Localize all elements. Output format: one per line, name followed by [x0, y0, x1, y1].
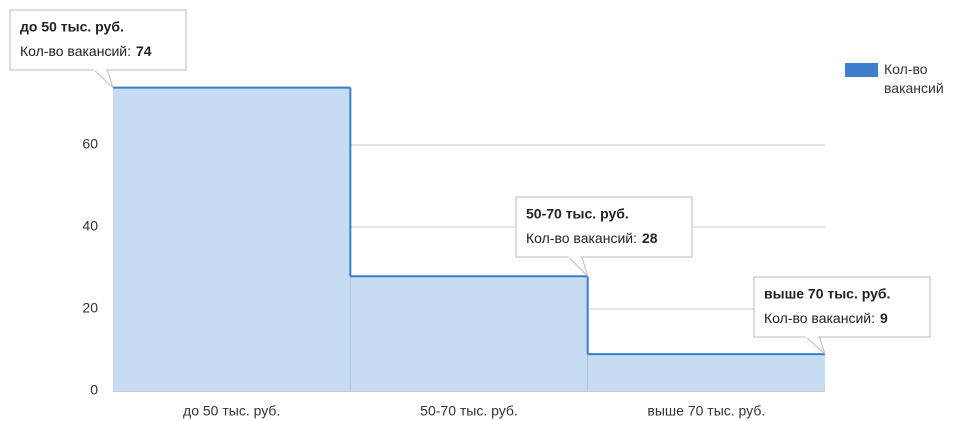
legend-label: Кол-во вакансий: [884, 61, 944, 96]
step-area: [587, 354, 825, 391]
tooltip: 50-70 тыс. руб. Кол-во вакансий: 28: [515, 196, 693, 277]
legend-swatch: [845, 63, 878, 77]
tooltip: до 50 тыс. руб. Кол-во вакансий: 74: [9, 9, 187, 90]
tooltip-label: Кол-во вакансий:: [764, 310, 875, 326]
tooltip-tail: [803, 335, 827, 356]
y-tick-label: 60: [82, 136, 98, 152]
tooltip-tail: [566, 255, 589, 277]
tooltip: выше 70 тыс. руб. Кол-во вакансий: 9: [753, 276, 931, 356]
tooltip-title: до 50 тыс. руб.: [20, 19, 124, 35]
tooltip-box: [9, 9, 187, 71]
tooltip-box: [753, 276, 931, 338]
x-tick-label: 50-70 тыс. руб.: [420, 403, 518, 419]
tooltip-line: Кол-во вакансий: 74: [20, 43, 152, 59]
tooltip-title: 50-70 тыс. руб.: [526, 206, 629, 222]
step-area: [113, 87, 351, 391]
y-tick-label: 0: [90, 382, 98, 398]
step-area: [350, 276, 588, 391]
y-tick-label: 40: [82, 218, 98, 234]
tooltip-box: [515, 196, 693, 258]
tooltip-label: Кол-во вакансий:: [20, 43, 131, 59]
tooltip-line: Кол-во вакансий: 9: [764, 310, 888, 326]
x-tick-label: до 50 тыс. руб.: [183, 403, 280, 419]
x-tick-label: выше 70 тыс. руб.: [647, 403, 765, 419]
tooltip-value: 74: [136, 43, 152, 59]
tooltip-value: 9: [880, 310, 888, 326]
tooltip-line: Кол-во вакансий: 28: [526, 230, 658, 246]
tooltip-title: выше 70 тыс. руб.: [764, 286, 890, 302]
tooltip-tail: [91, 68, 115, 90]
tooltip-label: Кол-во вакансий:: [526, 230, 637, 246]
y-tick-label: 20: [82, 300, 98, 316]
tooltip-value: 28: [642, 230, 658, 246]
